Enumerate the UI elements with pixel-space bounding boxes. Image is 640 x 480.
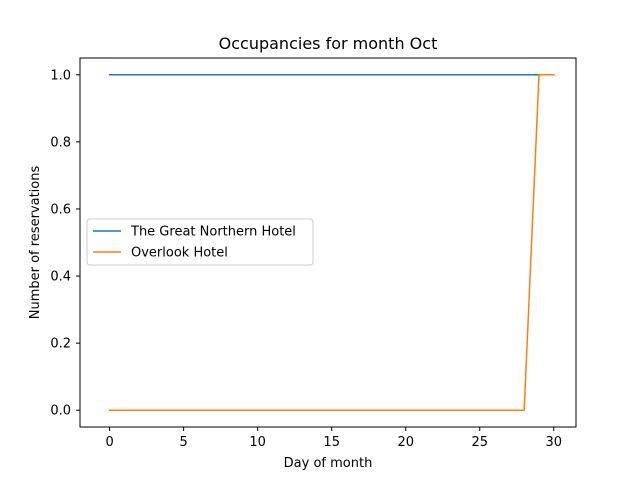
chart-title: Occupancies for month Oct bbox=[219, 34, 438, 53]
x-tick-label: 25 bbox=[471, 435, 488, 450]
legend-frame bbox=[86, 218, 314, 266]
x-axis-ticks: 0 5 10 15 20 25 30 bbox=[105, 427, 562, 450]
legend-label-great-northern: The Great Northern Hotel bbox=[130, 225, 296, 240]
y-tick-label: 1.0 bbox=[50, 68, 71, 83]
y-tick-label: 0.2 bbox=[50, 337, 71, 352]
y-tick-label: 0.0 bbox=[50, 404, 71, 419]
x-tick-label: 5 bbox=[180, 435, 188, 450]
x-tick-label: 30 bbox=[546, 435, 563, 450]
legend-label-overlook: Overlook Hotel bbox=[131, 246, 228, 261]
plot-area: 0 5 10 15 20 25 30 0.0 0.2 0.4 0.6 0.8 1.0 bbox=[50, 57, 577, 450]
axes-frame bbox=[79, 57, 577, 428]
x-tick-label: 0 bbox=[105, 435, 113, 450]
series-line-overlook bbox=[108, 74, 555, 411]
y-tick-label: 0.6 bbox=[50, 202, 71, 217]
x-tick-label: 20 bbox=[397, 435, 414, 450]
y-axis-label: Number of reservations bbox=[28, 166, 43, 320]
x-tick-label: 10 bbox=[249, 435, 266, 450]
x-tick-label: 15 bbox=[323, 435, 340, 450]
legend: The Great Northern Hotel Overlook Hotel bbox=[86, 218, 314, 266]
x-axis-label: Day of month bbox=[284, 456, 373, 471]
y-axis-ticks: 0.0 0.2 0.4 0.6 0.8 1.0 bbox=[50, 68, 80, 419]
y-tick-label: 0.8 bbox=[50, 135, 71, 150]
y-tick-label: 0.4 bbox=[50, 270, 71, 285]
series-lines bbox=[108, 74, 555, 411]
